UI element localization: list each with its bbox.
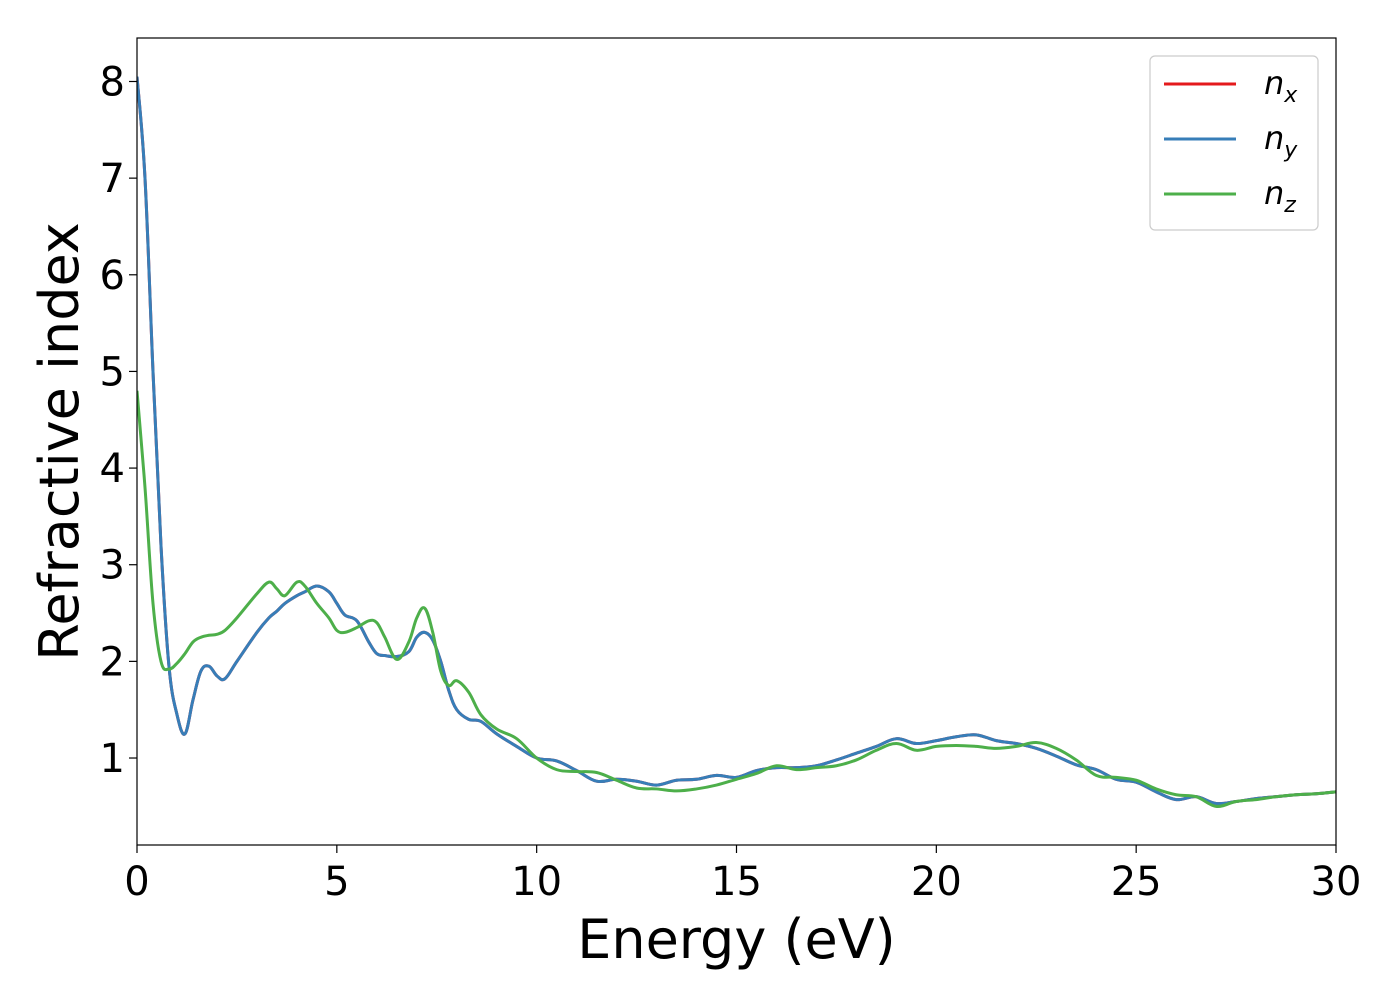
y-tick-label: 7 <box>100 156 125 202</box>
legend-label-n-y: ny <box>1264 119 1298 163</box>
x-tick-label: 25 <box>1111 859 1162 905</box>
x-axis-label: Energy (eV) <box>577 908 896 971</box>
y-tick-label: 2 <box>100 639 125 685</box>
y-axis-ticks: 1 2 3 4 5 6 7 8 <box>100 59 137 782</box>
x-tick-label: 30 <box>1311 859 1362 905</box>
series-line-n-y <box>137 76 1336 806</box>
x-axis-ticks: 0 5 10 15 20 25 30 <box>124 845 1361 905</box>
series-lines <box>137 76 1336 808</box>
y-tick-label: 3 <box>100 543 125 589</box>
y-tick-label: 1 <box>100 736 125 782</box>
legend-label-n-x: nx <box>1264 64 1298 108</box>
legend-box <box>1149 55 1319 231</box>
y-tick-label: 4 <box>100 446 125 492</box>
x-tick-label: 0 <box>124 859 149 905</box>
x-tick-label: 20 <box>911 859 962 905</box>
legend: nx ny nz <box>1149 55 1319 231</box>
x-tick-label: 5 <box>324 859 349 905</box>
y-tick-label: 6 <box>100 253 125 299</box>
x-tick-label: 15 <box>711 859 762 905</box>
y-tick-label: 8 <box>100 59 125 105</box>
legend-label-n-z: nz <box>1264 174 1296 218</box>
y-tick-label: 5 <box>100 349 125 395</box>
y-axis-label: Refractive index <box>28 222 91 661</box>
series-line-n-z <box>137 390 1336 808</box>
x-tick-label: 10 <box>511 859 562 905</box>
